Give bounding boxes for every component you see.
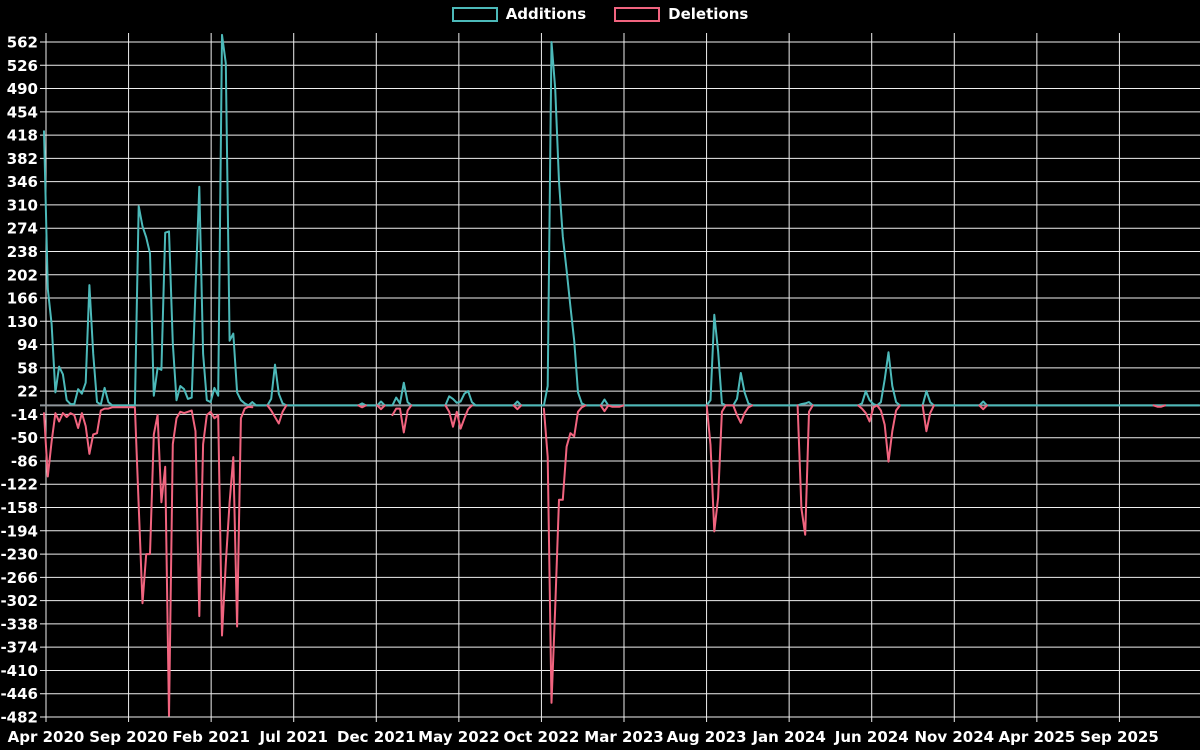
vertical-gridlines [45,33,1120,722]
y-tick-label: 238 [7,243,38,261]
y-tick-label: -194 [0,522,38,540]
y-tick-label: 130 [7,313,38,331]
y-tick-label: 490 [7,80,38,98]
x-tick-label: Jul 2021 [259,728,328,746]
x-tick-label: Nov 2024 [914,728,994,746]
y-tick-label: -338 [0,615,38,633]
deletions-swatch-icon [614,7,661,22]
x-tick-label: Mar 2023 [584,728,663,746]
y-tick-label: -374 [0,639,38,657]
x-tick-label: Jan 2024 [751,728,825,746]
x-tick-label: Apr 2025 [998,728,1075,746]
y-tick-label: -158 [0,499,38,517]
y-tick-label: -266 [0,569,38,587]
y-tick-label: -86 [11,452,38,470]
y-tick-label: -50 [11,429,38,447]
x-tick-label: Dec 2021 [337,728,416,746]
legend-label-deletions: Deletions [668,5,749,23]
legend-item-additions[interactable]: Additions [451,5,587,23]
legend-label-additions: Additions [505,5,587,23]
y-tick-label: -14 [11,406,38,424]
y-tick-label: -302 [0,592,38,610]
series-line-additions [43,33,1200,407]
y-tick-label: 454 [7,103,38,121]
y-tick-label: -446 [0,685,38,703]
y-tick-label: 58 [17,359,38,377]
x-tick-label: Apr 2020 [8,728,85,746]
x-tick-label: Oct 2022 [504,728,580,746]
x-tick-label: Feb 2021 [172,728,250,746]
x-tick-label: Jun 2024 [834,728,909,746]
x-tick-label: Sep 2025 [1080,728,1159,746]
x-tick-label: Aug 2023 [667,728,747,746]
y-tick-label: -410 [0,662,38,680]
legend-item-deletions[interactable]: Deletions [614,7,748,22]
y-tick-label: -230 [0,546,38,564]
y-tick-label: -122 [0,476,38,494]
x-axis-tick-labels: Apr 2020 Sep 2020 Feb 2021 Jul 2021 Dec 2021… [8,728,1159,746]
series-lines [43,33,1200,717]
horizontal-gridlines [40,41,1200,718]
y-tick-label: 418 [7,127,38,145]
y-tick-label: -482 [0,709,38,727]
y-tick-label: 526 [7,57,38,75]
x-tick-label: May 2022 [418,728,499,746]
y-tick-label: 310 [7,196,38,214]
y-tick-label: 274 [7,220,38,238]
y-tick-label: 94 [17,336,38,354]
y-axis-tick-labels: 562 526 490 454 418 382 346 310 274 238 202 166 130 9… [0,34,38,727]
x-tick-label: Sep 2020 [89,728,168,746]
y-tick-label: 202 [7,266,38,284]
series-line-deletions [43,404,1166,717]
y-tick-label: 22 [17,383,38,401]
additions-swatch-icon [451,7,498,22]
chart-legend: Additions Deletions [0,7,1200,22]
y-tick-label: 166 [7,290,38,308]
y-tick-label: 382 [7,150,38,168]
y-tick-label: 346 [7,173,38,191]
y-tick-label: 562 [7,34,38,52]
